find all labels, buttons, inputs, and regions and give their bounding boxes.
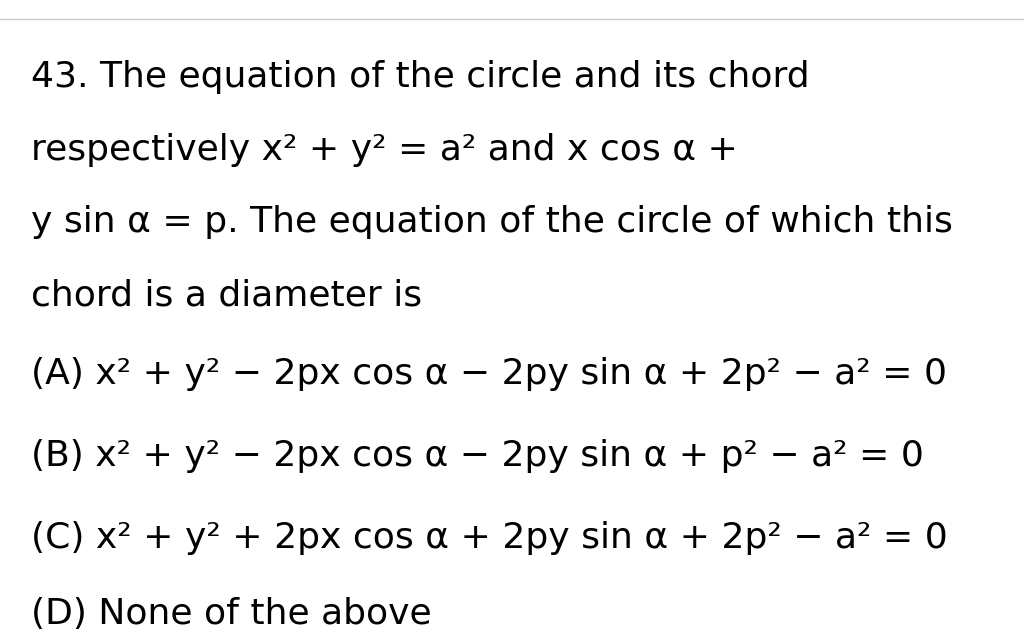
Text: chord is a diameter is: chord is a diameter is (31, 278, 422, 312)
Text: respectively x² + y² = a² and x cos α +: respectively x² + y² = a² and x cos α + (31, 133, 737, 167)
Text: (A) x² + y² − 2px cos α − 2py sin α + 2p² − a² = 0: (A) x² + y² − 2px cos α − 2py sin α + 2p… (31, 357, 947, 391)
Text: (C) x² + y² + 2px cos α + 2py sin α + 2p² − a² = 0: (C) x² + y² + 2px cos α + 2py sin α + 2p… (31, 521, 947, 556)
Text: (D) None of the above: (D) None of the above (31, 597, 431, 631)
Text: 43. The equation of the circle and its chord: 43. The equation of the circle and its c… (31, 60, 809, 94)
Text: (B) x² + y² − 2px cos α − 2py sin α + p² − a² = 0: (B) x² + y² − 2px cos α − 2py sin α + p²… (31, 439, 924, 473)
Text: y sin α = p. The equation of the circle of which this: y sin α = p. The equation of the circle … (31, 205, 952, 240)
